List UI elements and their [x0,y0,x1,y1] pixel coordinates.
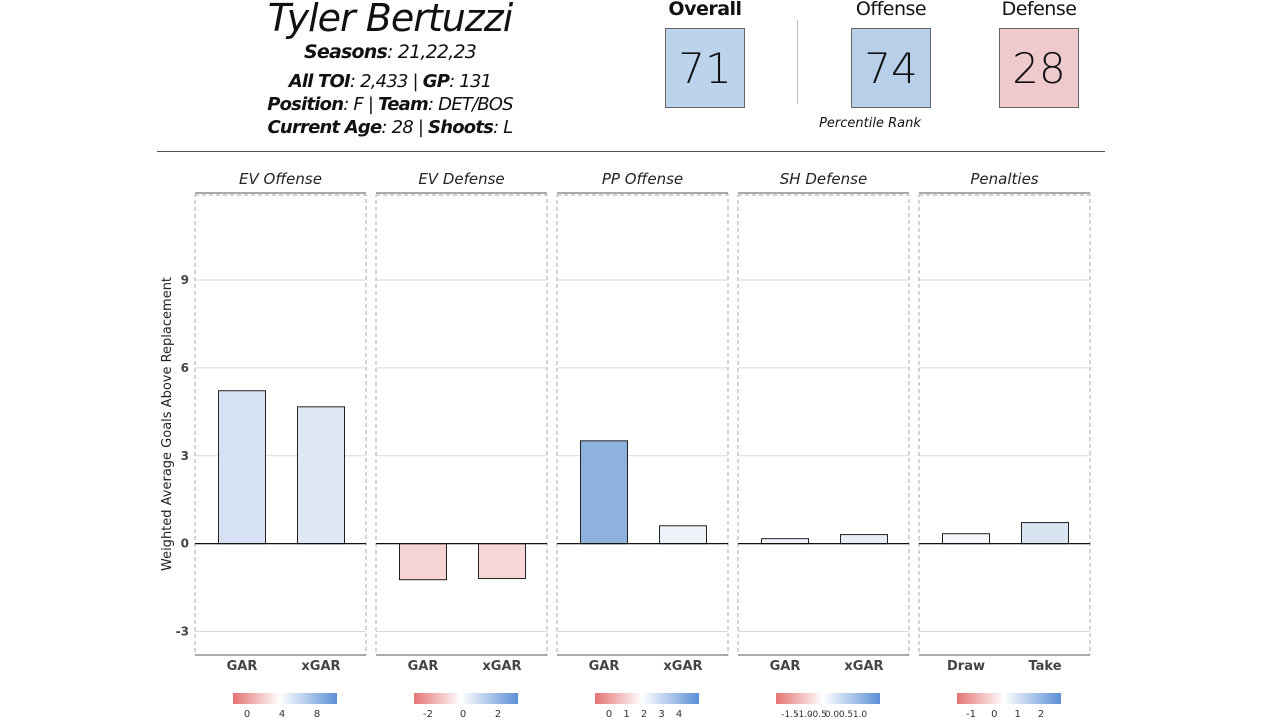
gp-value: : 131 [449,71,492,92]
shoots-label: Shoots [428,117,494,138]
defense-score-box: 28 [999,28,1079,108]
y-axis-label: Weighted Average Goals Above Replacement [160,277,175,571]
color-legend-tick: 0.0 [825,710,840,720]
color-legend-tick: 1 [623,709,629,720]
x-tick-label: GAR [589,659,620,674]
panel-ev-offense: EV Offense GAR xGAR 0 4 8 [194,170,367,720]
color-legend-tick: -0.5 [809,710,827,720]
facet-title: SH Defense [780,170,867,188]
bar-gar [399,543,447,581]
color-legend-tick: 1 [1014,709,1020,720]
panel-penalties: Penalties Draw Take -1 0 1 2 [918,170,1091,720]
score-divider [797,20,798,104]
panel-border [918,194,1091,656]
facet-title: Penalties [970,170,1038,188]
x-tick-label: GAR [408,659,439,674]
defense-label: Defense [1001,0,1077,20]
position-value: : F | [343,94,379,115]
color-legend-tick: 0 [244,709,250,720]
color-legend-tick: 8 [314,709,320,720]
toi-label: All TOI [288,71,351,92]
color-legend-tick: 3 [658,709,664,720]
color-legend-tick: 0.5 [839,710,853,720]
bar-xgar [659,525,707,545]
color-legend-bar [957,693,1061,704]
toi-value: : 2,433 | [349,71,423,92]
y-tick-label: 0 [181,537,189,551]
x-tick-label: xGAR [663,659,702,674]
x-tick-label: Take [1028,659,1061,674]
team-value: : DET/BOS [427,94,514,115]
y-tick-label: 9 [181,273,189,287]
color-legend-tick: -1.5 [781,710,799,720]
player-name: Tyler Bertuzzi [267,0,514,40]
x-tick-label: GAR [227,659,258,674]
panel-pp-offense: PP Offense GAR xGAR 0 1 2 3 4 [556,170,729,720]
color-legend-bar [776,693,880,704]
position-line: Position: F | Team: DET/BOS [190,94,590,115]
panel-border [375,194,548,656]
position-label: Position [267,94,344,115]
color-legend-tick: 4 [676,709,682,720]
team-label: Team [378,94,429,115]
facet-title: EV Offense [239,170,322,188]
facet-title: EV Defense [418,170,504,188]
overall-score-box: 71 [665,28,745,108]
panel-ev-defense: EV Defense GAR xGAR -2 0 2 [375,170,548,720]
offense-score-box: 74 [851,28,931,108]
color-legend-tick: -1 [966,709,976,720]
bar-gar [580,440,628,545]
x-tick-label: xGAR [482,659,521,674]
color-legend-tick: 2 [495,709,501,720]
percentile-rank-caption: Percentile Rank [819,116,921,131]
color-legend-bar [233,693,337,704]
color-legend-tick: -2 [423,709,433,720]
panel-border [737,194,910,656]
seasons-value: : 21,22,23 [386,41,477,63]
facet-title: PP Offense [602,170,683,188]
shoots-value: : L [493,117,513,138]
color-legend-tick: 2 [1038,709,1044,720]
y-tick-label: 3 [181,449,189,463]
bar-draw [942,533,990,545]
bar-take [1021,522,1069,545]
bar-gar [761,538,809,545]
overall-label: Overall [668,0,742,20]
color-legend-tick: -1.0 [795,710,813,720]
bar-xgar [297,406,345,545]
toi-line: All TOI: 2,433 | GP: 131 [190,71,590,92]
color-legend-tick: 0 [991,709,997,720]
color-legend-tick: 4 [279,709,285,720]
age-label: Current Age [267,117,383,138]
seasons-line: Seasons: 21,22,23 [190,41,590,63]
color-legend-tick: 0 [606,709,612,720]
color-legend-bar [595,693,699,704]
panel-sh-defense: SH Defense GAR xGAR -1.5-1.0-0.50.0 0.5 1.0 [737,170,910,720]
seasons-label: Seasons [303,41,388,63]
bar-gar [218,390,266,545]
y-tick-label: 6 [181,361,189,375]
color-legend-tick: 0 [460,709,466,720]
y-tick-label: -3 [176,625,189,639]
color-legend-bar [414,693,518,704]
header-divider [157,151,1105,152]
panel-border [556,194,729,656]
x-tick-label: xGAR [301,659,340,674]
x-tick-label: xGAR [844,659,883,674]
color-legend-tick: 1.0 [853,710,868,720]
gp-label: GP [422,71,450,92]
age-value: : 28 | [381,117,429,138]
age-line: Current Age: 28 | Shoots: L [190,117,590,138]
offense-label: Offense [855,0,927,20]
x-tick-label: GAR [770,659,801,674]
x-tick-label: Draw [947,659,985,674]
bar-xgar [478,543,526,580]
bar-xgar [840,534,888,545]
color-legend-tick: 2 [641,709,647,720]
